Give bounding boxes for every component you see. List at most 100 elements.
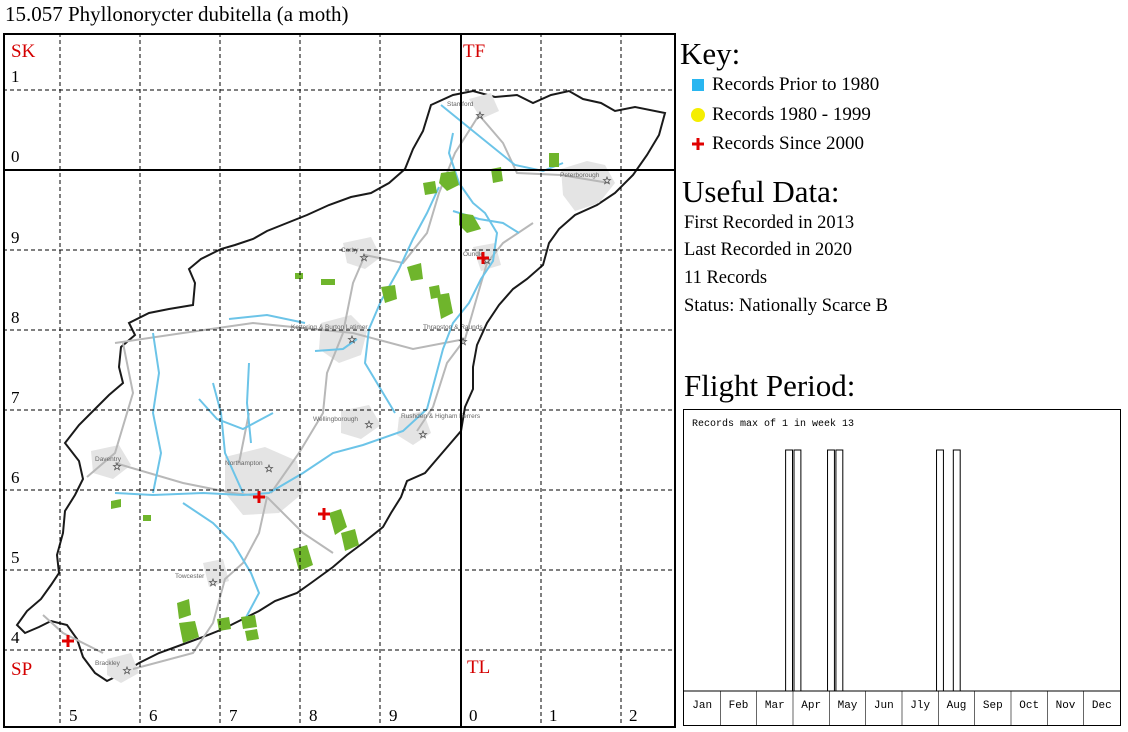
page-title: 15.057 Phyllonorycter dubitella (a moth) [5,2,349,26]
key-item-prior-1980: Records Prior to 1980 [688,74,879,96]
key-item-since-2000: Records Since 2000 [688,133,864,155]
row-label: 7 [11,388,20,407]
river-tributary [245,362,252,444]
river-ise [363,186,440,414]
flight-bar [936,449,944,692]
roads [42,114,610,670]
road [270,332,344,494]
river-nene [114,132,499,497]
road [364,114,480,265]
col-label: 2 [629,706,638,725]
county-boundary [15,89,667,683]
flight-period-title: Flight Period: [684,368,856,403]
river-tributary [228,313,306,324]
month-dividers [720,691,1084,725]
col-labels: 5 6 7 8 9 0 1 2 [69,706,638,725]
col-label: 6 [149,706,158,725]
month-label: Nov [1056,700,1076,712]
road [416,222,534,432]
flight-bar [793,449,802,692]
row-label: 8 [11,308,20,327]
town-label: Peterborough [560,172,600,179]
key-title: Key: [680,36,741,71]
town-label: Oundle [463,251,484,258]
urban-brackley [107,653,139,683]
flight-bar [785,449,794,692]
woodland [111,153,559,643]
urban-corby [343,237,381,269]
urban-peterborough [561,161,615,211]
flight-period-chart: Records max of 1 in week 13 Jan Feb Mar Apr… [683,409,1121,726]
month-label: Sep [983,700,1003,712]
town-marker [364,419,374,429]
river-welland [440,104,564,173]
flight-bar [952,449,961,692]
town-label: Kettering & Burton Latimer [291,324,368,331]
river-tributary [212,382,244,494]
town-marker [122,665,132,675]
urban-towcester [203,559,229,587]
bars [785,449,961,692]
records [62,252,489,647]
col-label: 8 [309,706,318,725]
cross-icon [688,134,708,154]
square-icon [688,75,708,95]
urban-wellingborough [341,405,381,439]
urban-northampton [225,447,303,515]
town-marker [418,429,428,439]
town-label: Thrapston & Raunds [423,324,483,331]
town-markers [112,110,612,675]
status: Status: Nationally Scarce B [684,296,888,316]
river-tributary [198,398,274,431]
last-recorded: Last Recorded in 2020 [684,240,852,260]
key-item-label: Records Since 2000 [712,133,864,154]
col-label: 0 [469,706,478,725]
road [114,321,466,351]
river-tributary [314,338,358,352]
month-label: Feb [729,700,749,712]
town-labels: Stamford Peterborough Corby Oundle Kette… [95,101,600,667]
row-label: 4 [11,628,20,647]
town-marker [264,463,274,473]
month-label: Apr [801,700,821,712]
col-label: 1 [549,706,558,725]
road [132,496,268,670]
urban-kettering [319,315,367,363]
record-marker-since-2000 [318,508,330,520]
town-label: Corby [341,247,359,254]
road [86,342,135,478]
flight-bar [827,449,835,692]
town-marker [112,461,122,471]
river-tributary [151,332,163,494]
road [238,412,250,464]
rivers [114,104,564,624]
road [266,496,334,554]
row-labels: 1 0 9 8 7 6 5 4 [11,67,20,647]
square-label-sk: SK [11,41,36,62]
town-marker [359,252,369,262]
row-label: 1 [11,67,20,86]
key-item-label: Records 1980 - 1999 [712,104,871,125]
useful-data-title: Useful Data: [682,174,840,209]
month-label: Jun [874,700,894,712]
record-marker-since-2000 [253,491,265,503]
distribution-map: Stamford Peterborough Corby Oundle Kette… [3,33,676,728]
road [478,114,610,184]
col-label: 9 [389,706,398,725]
urban-stamford [469,93,499,119]
urban-areas [91,93,615,683]
town-label: Wellingborough [313,416,358,423]
urban-daventry [91,445,131,479]
month-labels: Jan Feb Mar Apr May Jun Jly Aug Sep Oct Nov Dec [692,700,1111,712]
town-label: Rushden & Higham Ferrers [401,413,481,420]
road [342,254,366,334]
river-tributary [182,502,261,624]
square-label-sp: SP [11,659,32,680]
chart-note: Records max of 1 in week 13 [692,418,854,430]
town-marker [208,577,218,587]
row-label: 0 [11,147,20,166]
first-recorded: First Recorded in 2013 [684,213,855,233]
row-label: 6 [11,468,20,487]
record-marker-since-2000 [62,635,74,647]
month-label: Mar [765,700,785,712]
